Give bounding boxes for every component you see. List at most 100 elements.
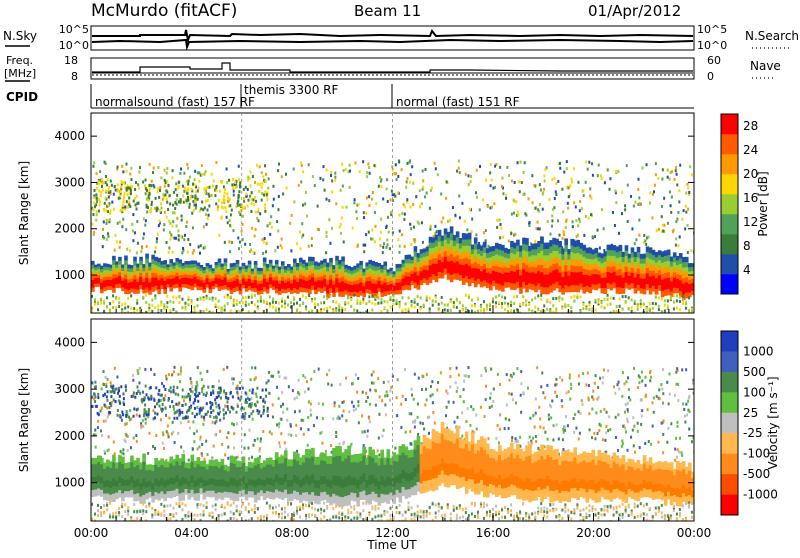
sparse-echo-cell: [521, 181, 523, 184]
sparse-echo-cell: [156, 240, 158, 243]
sparse-echo-cell: [559, 376, 561, 379]
sparse-echo-cell: [173, 408, 175, 411]
echo-cell: [118, 261, 122, 265]
sparse-echo-cell: [615, 170, 617, 173]
ground-scatter-cell: [555, 308, 557, 311]
sparse-echo-cell: [113, 193, 115, 196]
sparse-echo-cell: [311, 237, 313, 240]
sparse-echo-cell: [282, 193, 284, 196]
sparse-echo-cell: [219, 430, 221, 433]
ground-scatter-cell: [513, 302, 515, 305]
ground-scatter-cell: [190, 302, 192, 305]
sparse-echo-cell: [404, 368, 406, 371]
sparse-echo-cell: [187, 183, 189, 186]
sparse-echo-cell: [627, 449, 629, 452]
echo-cell: [163, 260, 167, 265]
sparse-echo-cell: [122, 413, 124, 416]
sparse-echo-cell: [532, 414, 534, 417]
freq-strip: Freq. [MHz] 18 8 60 0 Nave: [4, 54, 781, 83]
sparse-echo-cell: [343, 441, 345, 444]
sparse-echo-cell: [589, 428, 591, 431]
sparse-echo-cell: [302, 204, 304, 207]
ground-scatter-cell: [522, 303, 524, 306]
sparse-echo-cell: [520, 394, 522, 397]
sparse-echo-cell: [181, 251, 183, 254]
sparse-echo-cell: [229, 224, 231, 227]
ground-scatter-cell: [501, 295, 503, 298]
sparse-echo-cell: [552, 438, 554, 441]
ground-scatter-cell: [552, 297, 554, 300]
sparse-echo-cell: [566, 391, 568, 394]
sparse-echo-cell: [635, 238, 637, 241]
sparse-echo-cell: [685, 205, 687, 208]
sparse-echo-cell: [368, 195, 370, 198]
sparse-echo-cell: [176, 194, 178, 197]
ground-scatter-cell: [622, 308, 624, 311]
ground-scatter-cell: [160, 303, 162, 306]
sparse-echo-cell: [499, 413, 501, 416]
sparse-echo-cell: [389, 247, 391, 250]
ground-scatter-cell: [585, 307, 587, 310]
sparse-echo-cell: [590, 213, 592, 216]
echo-cell: [474, 237, 478, 244]
sparse-echo-cell: [455, 381, 457, 384]
sparse-echo-cell: [251, 456, 253, 459]
sparse-echo-cell: [598, 164, 600, 167]
sparse-echo-cell: [285, 173, 287, 176]
sparse-echo-cell: [254, 196, 256, 199]
sparse-echo-cell: [691, 173, 693, 176]
sparse-echo-cell: [238, 165, 240, 168]
cpid-segment-1: normalsound (fast) 157 RF: [95, 95, 255, 109]
sparse-echo-cell: [469, 424, 471, 427]
echo-cell: [558, 241, 562, 248]
sparse-echo-cell: [137, 183, 139, 186]
sparse-echo-cell: [196, 413, 198, 416]
sparse-echo-cell: [193, 401, 195, 404]
ground-scatter-cell: [435, 300, 437, 303]
sparse-echo-cell: [410, 173, 412, 176]
sparse-echo-cell: [176, 386, 178, 389]
sparse-echo-cell: [158, 389, 160, 392]
sparse-echo-cell: [132, 239, 134, 242]
ground-scatter-cell: [194, 309, 196, 312]
sparse-echo-cell: [294, 410, 296, 413]
sparse-echo-cell: [615, 436, 617, 439]
ground-scatter-cell: [492, 297, 494, 300]
sparse-echo-cell: [603, 368, 605, 371]
sparse-echo-cell: [646, 163, 648, 166]
sparse-echo-cell: [421, 388, 423, 391]
sparse-echo-cell: [358, 203, 360, 206]
sparse-echo-cell: [147, 452, 149, 455]
sparse-echo-cell: [434, 225, 436, 228]
sparse-echo-cell: [223, 390, 225, 393]
sparse-echo-cell: [556, 423, 558, 426]
ground-scatter-cell: [402, 296, 404, 299]
sparse-echo-cell: [191, 212, 193, 215]
sparse-echo-cell: [566, 219, 568, 222]
sparse-echo-cell: [162, 442, 164, 445]
sparse-echo-cell: [277, 246, 279, 249]
echo-cell: [516, 240, 520, 247]
sparse-echo-cell: [182, 194, 184, 197]
sparse-echo-cell: [422, 179, 424, 182]
sparse-echo-cell: [216, 405, 218, 408]
sparse-echo-cell: [184, 416, 186, 419]
sparse-echo-cell: [390, 386, 392, 389]
ground-scatter-cell: [510, 309, 512, 312]
sparse-echo-cell: [232, 229, 234, 232]
sparse-echo-cell: [553, 424, 555, 427]
sparse-echo-cell: [182, 395, 184, 398]
sparse-echo-cell: [150, 368, 152, 371]
sparse-echo-cell: [534, 240, 536, 243]
sparse-echo-cell: [154, 412, 156, 415]
sparse-echo-cell: [639, 446, 641, 449]
sparse-echo-cell: [200, 207, 202, 210]
sparse-echo-cell: [649, 191, 651, 194]
sparse-echo-cell: [118, 389, 120, 392]
sparse-echo-cell: [172, 225, 174, 228]
sparse-echo-cell: [117, 166, 119, 169]
sparse-echo-cell: [368, 166, 370, 169]
sparse-echo-cell: [96, 213, 98, 216]
echo-cell: [468, 233, 472, 240]
sparse-echo-cell: [632, 429, 634, 432]
